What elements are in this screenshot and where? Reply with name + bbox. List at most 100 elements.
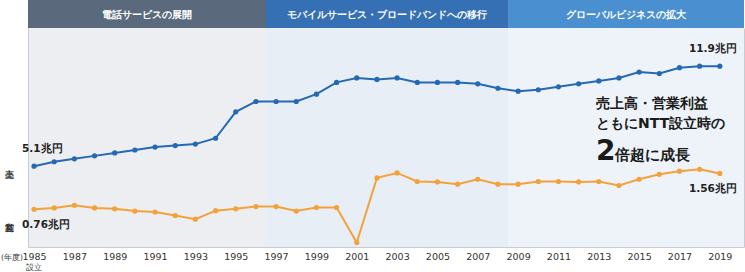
period-label: グローバルビジネスの拡大 (566, 9, 687, 20)
series-point (132, 208, 137, 213)
series-point (556, 84, 561, 89)
x-tick-label: 2009 (507, 251, 531, 262)
x-tick-label: 1999 (305, 251, 329, 262)
series-point (596, 179, 601, 184)
x-tick-label: 1989 (103, 251, 127, 262)
series-point (92, 153, 97, 158)
x-tick: 2001 (345, 247, 369, 262)
x-tick-label: 1991 (143, 251, 167, 262)
series-point (52, 205, 57, 210)
series-line (34, 169, 720, 242)
value-annotation: 11.9兆円 (689, 42, 737, 54)
series-point (152, 144, 157, 149)
period-label: モバイルサービス・ブロードバンドへの移行 (287, 9, 487, 20)
series-point (415, 80, 420, 85)
series-point (616, 183, 621, 188)
series-point (152, 209, 157, 214)
x-tick: 2005 (426, 247, 450, 262)
x-tick: 2017 (668, 247, 692, 262)
x-tick: 1987 (63, 247, 87, 262)
x-tick-label: 2019 (708, 251, 732, 262)
x-axis: 1985 1987 1989 1991 1993 1995 1997 1999 2001 2003… (22, 247, 744, 262)
marks (31, 64, 722, 245)
series-point (193, 142, 198, 147)
series-point (717, 171, 722, 176)
period-background (28, 28, 266, 247)
x-tick: 2013 (587, 247, 611, 262)
chart: 電話サービスの展開 モバイルサービス・ブロードバンドへの移行 グローバルビジネスの拡… (0, 0, 745, 272)
series-point (455, 80, 460, 85)
series-point (697, 167, 702, 172)
series-point (536, 87, 541, 92)
series-point (294, 208, 299, 213)
series-point (31, 207, 36, 212)
series-point (92, 205, 97, 210)
x-tick: 1997 (264, 247, 288, 262)
series-point (213, 208, 218, 213)
x-tick: 2011 (547, 247, 571, 262)
series-point (173, 213, 178, 218)
series-point (72, 203, 77, 208)
x-tick-label: 2007 (466, 251, 490, 262)
y2-axis-line (744, 29, 745, 248)
x-tick-label: 1995 (224, 251, 248, 262)
series-point (637, 177, 642, 182)
x-tick-label: 1985 (22, 251, 46, 262)
series-point (435, 80, 440, 85)
series-point (132, 147, 137, 152)
series-point (253, 99, 258, 104)
series-point (475, 177, 480, 182)
series-point (233, 109, 238, 114)
callout: 売上高・営業利益ともにNTT設立時の2倍超に成長 (596, 95, 725, 167)
periods: 電話サービスの展開 モバイルサービス・ブロードバンドへの移行 グローバルビジネスの拡… (28, 0, 744, 247)
series-point (677, 65, 682, 70)
x-tick-label: 1993 (184, 251, 208, 262)
x-tick: 2015 (628, 247, 652, 262)
series-point (72, 156, 77, 161)
series-point (273, 204, 278, 209)
series-point (475, 81, 480, 86)
y2-axis (744, 29, 745, 248)
series-point (697, 64, 702, 69)
series-point (596, 78, 601, 83)
x-tick-label: 2011 (547, 251, 571, 262)
series-point (576, 81, 581, 86)
series-names: 売上高営業利益 (3, 170, 12, 233)
y-axis (28, 29, 29, 248)
series-point (495, 86, 500, 91)
callout-emphasis-line: 2倍超に成長 (596, 134, 690, 167)
series-point (294, 99, 299, 104)
series-point (717, 64, 722, 69)
x-tick-label: 2003 (385, 251, 409, 262)
series-point (354, 75, 359, 80)
x-tick-label: 2013 (587, 251, 611, 262)
series-point (334, 80, 339, 85)
x-tick: 1993 (184, 247, 208, 262)
series-point (495, 182, 500, 187)
series-name: 売上高 (3, 170, 12, 180)
y-axis-line (28, 29, 29, 248)
x-tick: 1999 (305, 247, 329, 262)
x-note: 設立 (26, 263, 42, 272)
callout-tail: 倍超に成長 (614, 147, 690, 163)
x-tick-label: 1997 (264, 251, 288, 262)
series-point (253, 204, 258, 209)
series-point (556, 179, 561, 184)
series-point (354, 240, 359, 245)
period-background (508, 28, 744, 247)
x-tick: 2009 (507, 247, 531, 262)
series-point (657, 172, 662, 177)
series-point (394, 75, 399, 80)
series-point (536, 179, 541, 184)
series-point (435, 179, 440, 184)
x-tick: 1995 (224, 247, 248, 262)
callout-line: 売上高・営業利益 (596, 95, 708, 111)
x-tick-label: 1987 (63, 251, 87, 262)
series-point (31, 164, 36, 169)
x-tick-label: 2001 (345, 251, 369, 262)
annotations: 5.1兆円11.9兆円0.76兆円1.56兆円 (22, 42, 737, 230)
series-point (213, 136, 218, 141)
series-point (233, 206, 238, 211)
period-label: 電話サービスの展開 (102, 9, 192, 20)
series-point (374, 175, 379, 180)
